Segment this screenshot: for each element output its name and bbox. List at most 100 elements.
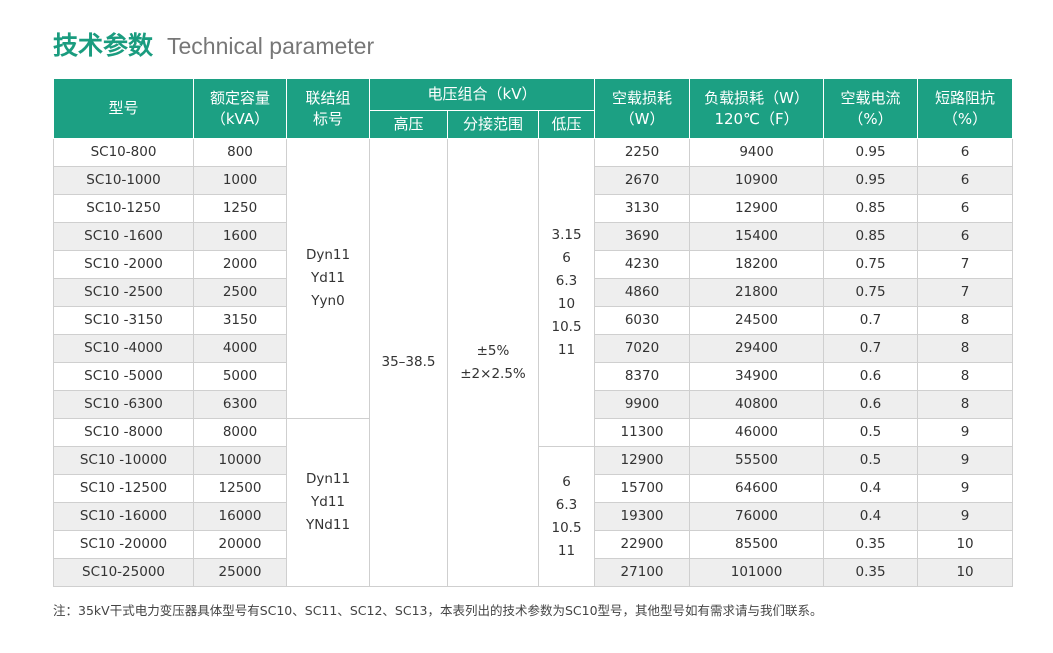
cell-text: 10.5 [551, 519, 582, 536]
cell: 10000 [193, 446, 287, 475]
cell: SC10 -3150 [53, 306, 194, 335]
parameter-table: 型号 额定容量 （kVA） 联结组 标号 电压组合（kV） 空载损耗 （W） 负载损耗（W） 12… [53, 78, 1014, 587]
cell: 10 [917, 558, 1014, 587]
cell: 0.95 [823, 166, 919, 195]
cell-text: 电压组合（kV） [427, 85, 537, 103]
table-row: SC10-1000 1000 2670 10900 0.95 6 [53, 166, 1014, 195]
cell-text: 额定容量 [209, 88, 270, 107]
cell: 8000 [193, 418, 287, 447]
cell: 1250 [193, 194, 287, 223]
cell: 40800 [689, 390, 825, 419]
cell: 34900 [689, 362, 825, 391]
header-cell: 低压 [537, 110, 596, 139]
cell: 7 [917, 278, 1014, 307]
cell: 19300 [594, 502, 691, 531]
cell: 21800 [689, 278, 825, 307]
cell: 9 [917, 418, 1014, 447]
cell: 0.35 [823, 558, 919, 587]
cell: 55500 [689, 446, 825, 475]
cell: 0.35 [823, 530, 919, 559]
cell-text: 6.3 [555, 272, 578, 289]
cell: 25000 [193, 558, 287, 587]
cell: SC10 -8000 [53, 418, 194, 447]
cell: 0.7 [823, 334, 919, 363]
cell: 0.4 [823, 502, 919, 531]
cell: 5000 [193, 362, 287, 391]
table-row: SC10 -4000 4000 7020 29400 0.7 8 [53, 334, 1014, 363]
cell: 4860 [594, 278, 691, 307]
header-cell: 短路阻抗 （%） [917, 78, 1014, 139]
cell-text: 空载损耗 [612, 88, 673, 107]
cell: 0.75 [823, 278, 919, 307]
table-row: SC10-1250 1250 3130 12900 0.85 6 [53, 194, 1014, 223]
header-cell: 型号 [53, 78, 194, 139]
cell-text: （%） [942, 109, 988, 128]
cell-text: Yd11 [311, 494, 345, 510]
cell: 15400 [689, 222, 825, 251]
cell: 0.85 [823, 194, 919, 223]
cell: SC10 -16000 [53, 502, 194, 531]
cell: 18200 [689, 250, 825, 279]
table-row: SC10-25000 25000 27100 101000 0.35 10 [53, 558, 1014, 587]
cell-text: 标号 [312, 109, 343, 128]
cell: 1600 [193, 222, 287, 251]
cell: 10900 [689, 166, 825, 195]
table-row: SC10 -2500 2500 4860 21800 0.75 7 [53, 278, 1014, 307]
cell: SC10 -10000 [53, 446, 194, 475]
cell: SC10 -20000 [53, 530, 194, 559]
cell: SC10-1250 [53, 194, 194, 223]
table-row: SC10 -8000 8000 Dyn11 Yd11 YNd11 11300 46000 0.… [53, 418, 1014, 587]
cell: 2670 [594, 166, 691, 195]
header-cell: 空载电流 （%） [823, 78, 919, 139]
cell-text: Dyn11 [305, 247, 351, 263]
cell: 29400 [689, 334, 825, 363]
merged-cell: 3.15 6 6.3 10 10.5 11 [537, 138, 596, 447]
cell-text: 联结组 [305, 88, 351, 107]
cell: 6 [917, 194, 1014, 223]
cell: SC10 -2000 [53, 250, 194, 279]
merged-cell: Dyn11 Yd11 YNd11 [286, 418, 370, 587]
table-row: SC10 -3150 3150 6030 24500 0.7 8 [53, 306, 1014, 335]
cell: 46000 [689, 418, 825, 447]
merged-cell: 6 6.3 10.5 11 [537, 446, 596, 587]
header-row: 高压 分接范围 低压 [54, 110, 1013, 139]
cell-text: 空载电流 [840, 88, 901, 107]
cell: 0.75 [823, 250, 919, 279]
cell-text: （W） [619, 109, 665, 128]
table-row: SC10-800 800 Dyn11 Yd11 Yyn0 35–38.5 ±5% ±2×2.5… [53, 138, 1014, 587]
cell: 12500 [193, 474, 287, 503]
cell-text: Yd11 [311, 270, 345, 286]
cell: SC10-1000 [53, 166, 194, 195]
cell: 0.5 [823, 418, 919, 447]
cell: 3690 [594, 222, 691, 251]
cell-text: YNd11 [305, 517, 351, 533]
cell-text: 10.5 [551, 318, 582, 335]
cell: 8 [917, 306, 1014, 335]
cell: 0.6 [823, 390, 919, 419]
cell: 9 [917, 446, 1014, 475]
title-cn: 技术参数 [53, 31, 154, 60]
cell-text: 3.15 [551, 226, 582, 243]
cell: 3130 [594, 194, 691, 223]
cell: 0.6 [823, 362, 919, 391]
cell: 27100 [594, 558, 691, 587]
cell: 9 [917, 474, 1014, 503]
cell: 3150 [193, 306, 287, 335]
cell: 64600 [689, 474, 825, 503]
cell-text: 6 [562, 249, 571, 266]
cell: 7020 [594, 334, 691, 363]
cell: 22900 [594, 530, 691, 559]
cell: 20000 [193, 530, 287, 559]
cell: 0.85 [823, 222, 919, 251]
cell: 9400 [689, 138, 825, 167]
cell: SC10 -2500 [53, 278, 194, 307]
cell-text: 型号 [108, 99, 139, 117]
merged-cell: ±5% ±2×2.5% [447, 138, 539, 587]
cell: SC10 -12500 [53, 474, 194, 503]
cell-text: Dyn11 [305, 471, 351, 487]
cell-text: ±2×2.5% [460, 365, 526, 382]
cell: 8 [917, 362, 1014, 391]
cell-text: 负载损耗（W） [704, 88, 809, 107]
table-row: SC10 -6300 6300 9900 40800 0.6 8 [53, 390, 1014, 419]
